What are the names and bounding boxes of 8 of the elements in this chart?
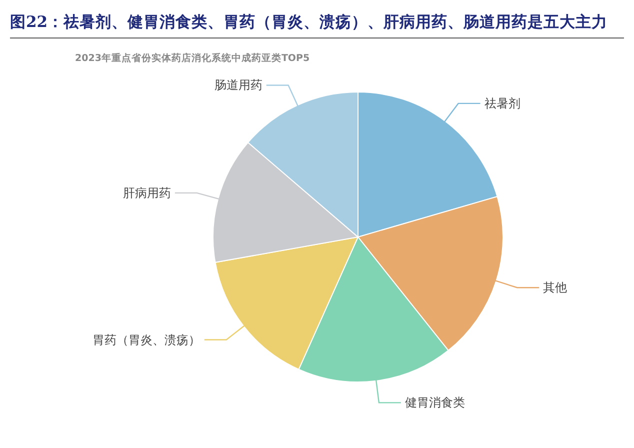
slice-label: 肠道用药 xyxy=(214,78,262,92)
slice-label: 肝病用药 xyxy=(122,186,171,200)
slice-label: 祛暑剂 xyxy=(484,96,520,110)
slice-label: 其他 xyxy=(543,280,568,295)
slice-label: 健胃消食类 xyxy=(404,396,465,410)
slice-label: 胃药（胃炎、溃疡） xyxy=(92,332,200,347)
chart-title: 图22：祛暑剂、健胃消食类、胃药（胃炎、溃疡）、肝病用药、肠道用药是五大主力 xyxy=(10,12,608,31)
chart-subtitle: 2023年重点省份实体药店消化系统中成药亚类TOP5 xyxy=(75,52,310,64)
